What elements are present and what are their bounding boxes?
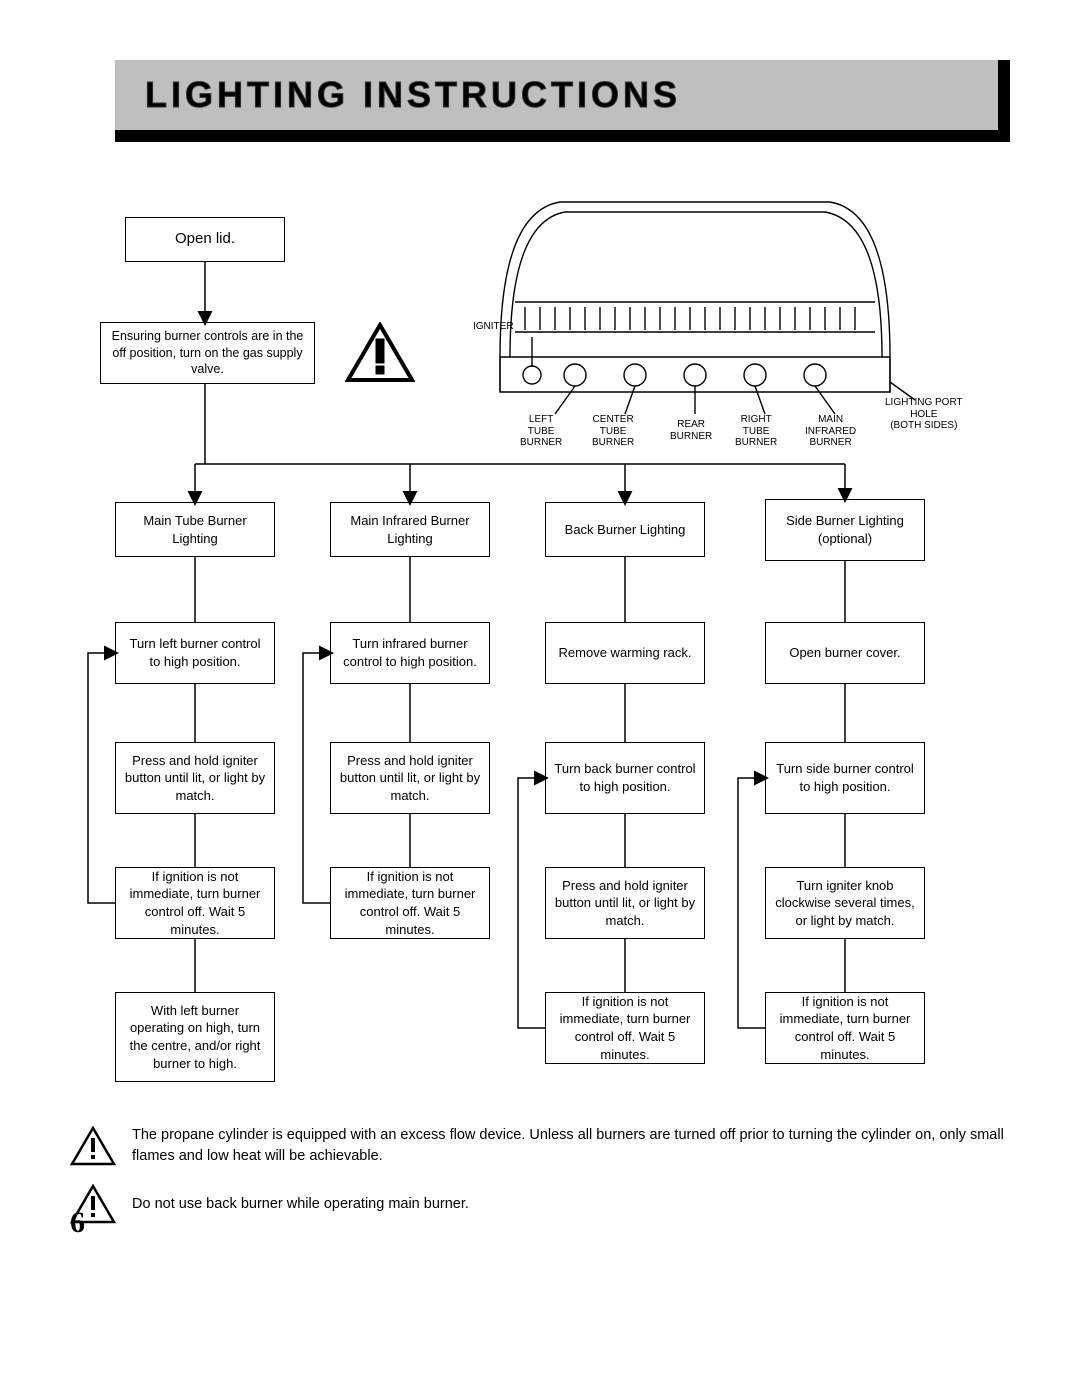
label-right-tube: RIGHT TUBE BURNER <box>735 414 777 449</box>
label-port-hole: LIGHTING PORT HOLE (BOTH SIDES) <box>885 397 963 432</box>
warning-icon <box>70 1126 116 1166</box>
label-main-infrared: MAIN INFRARED BURNER <box>805 414 856 449</box>
box-pre: Ensuring burner controls are in the off … <box>100 322 315 384</box>
page-number: 6 <box>70 1206 85 1240</box>
col-a-s3: If ignition is not immediate, turn burne… <box>115 867 275 939</box>
col-c-s1: Remove warming rack. <box>545 622 705 684</box>
col-c-title: Back Burner Lighting <box>545 502 705 557</box>
col-d-title: Side Burner Lighting (optional) <box>765 499 925 561</box>
warning-row-1: The propane cylinder is equipped with an… <box>70 1125 1010 1166</box>
warning-text-1: The propane cylinder is equipped with an… <box>132 1125 1010 1166</box>
flowchart: Open lid. Ensuring burner controls are i… <box>70 182 1010 1242</box>
label-igniter: IGNITER <box>473 321 514 333</box>
label-left-tube: LEFT TUBE BURNER <box>520 414 562 449</box>
col-a-s2: Press and hold igniter button until lit,… <box>115 742 275 814</box>
label-center-tube: CENTER TUBE BURNER <box>592 414 634 449</box>
col-b-title: Main Infrared Burner Lighting <box>330 502 490 557</box>
col-c-s4: If ignition is not immediate, turn burne… <box>545 992 705 1064</box>
page-header: LIGHTING INSTRUCTIONS <box>115 60 1010 142</box>
col-a-title: Main Tube Burner Lighting <box>115 502 275 557</box>
warning-icon <box>345 322 415 384</box>
col-d-s3: Turn igniter knob clockwise several time… <box>765 867 925 939</box>
col-c-s3: Press and hold igniter button until lit,… <box>545 867 705 939</box>
col-d-s4: If ignition is not immediate, turn burne… <box>765 992 925 1064</box>
footer-warnings: The propane cylinder is equipped with an… <box>70 1125 1010 1242</box>
col-a-s4: With left burner operating on high, turn… <box>115 992 275 1082</box>
col-d-s2: Turn side burner control to high positio… <box>765 742 925 814</box>
grill-illustration <box>440 182 950 422</box>
warning-text-2: Do not use back burner while operating m… <box>132 1194 469 1214</box>
warning-row-2: Do not use back burner while operating m… <box>70 1184 1010 1224</box>
box-open-lid: Open lid. <box>125 217 285 262</box>
col-c-s2: Turn back burner control to high positio… <box>545 742 705 814</box>
col-a-s1: Turn left burner control to high positio… <box>115 622 275 684</box>
col-b-s3: If ignition is not immediate, turn burne… <box>330 867 490 939</box>
col-d-s1: Open burner cover. <box>765 622 925 684</box>
page-title: LIGHTING INSTRUCTIONS <box>145 74 968 116</box>
col-b-s2: Press and hold igniter button until lit,… <box>330 742 490 814</box>
label-rear: REAR BURNER <box>670 419 712 442</box>
col-b-s1: Turn infrared burner control to high pos… <box>330 622 490 684</box>
